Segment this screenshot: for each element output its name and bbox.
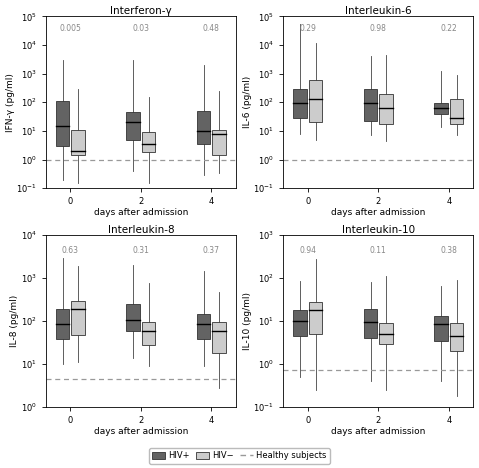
Bar [450, 323, 463, 351]
Bar [364, 309, 377, 338]
X-axis label: days after admission: days after admission [331, 208, 425, 217]
Bar [142, 322, 155, 345]
Text: 0.22: 0.22 [440, 24, 457, 33]
Title: Interleukin-6: Interleukin-6 [345, 6, 411, 15]
Y-axis label: IL-8 (pg/ml): IL-8 (pg/ml) [10, 295, 19, 347]
Text: 0.005: 0.005 [59, 24, 81, 33]
Y-axis label: IFN-γ (pg/ml): IFN-γ (pg/ml) [6, 73, 14, 132]
Bar [294, 310, 307, 336]
Legend: HIV+, HIV−, Healthy subjects: HIV+, HIV−, Healthy subjects [149, 448, 330, 464]
Text: 0.11: 0.11 [370, 247, 387, 256]
Y-axis label: IL-6 (pg/ml): IL-6 (pg/ml) [243, 76, 252, 128]
Bar [434, 316, 448, 341]
Bar [212, 322, 226, 353]
Text: 0.63: 0.63 [62, 247, 79, 256]
Text: 0.29: 0.29 [299, 24, 316, 33]
Bar [309, 80, 322, 122]
Bar [126, 305, 140, 331]
Bar [71, 130, 85, 154]
Bar [56, 309, 69, 339]
Bar [56, 101, 69, 146]
Bar [197, 111, 210, 144]
Bar [197, 314, 210, 339]
X-axis label: days after admission: days after admission [94, 208, 188, 217]
Text: 0.98: 0.98 [370, 24, 387, 33]
Text: 0.03: 0.03 [132, 24, 149, 33]
Bar [126, 112, 140, 139]
Text: 0.48: 0.48 [203, 24, 220, 33]
Text: 0.37: 0.37 [203, 247, 220, 256]
Bar [294, 89, 307, 118]
Text: 0.94: 0.94 [299, 247, 316, 256]
Title: Interleukin-8: Interleukin-8 [108, 225, 174, 234]
Bar [212, 130, 226, 154]
X-axis label: days after admission: days after admission [331, 426, 425, 436]
Text: 0.31: 0.31 [133, 247, 149, 256]
Title: Interleukin-10: Interleukin-10 [342, 225, 415, 234]
Bar [364, 89, 377, 121]
Bar [142, 132, 155, 152]
Bar [379, 94, 393, 124]
X-axis label: days after admission: days after admission [94, 426, 188, 436]
Bar [379, 323, 393, 344]
Bar [434, 103, 448, 114]
Title: Interferon-γ: Interferon-γ [110, 6, 172, 15]
Bar [309, 302, 322, 334]
Y-axis label: IL-10 (pg/ml): IL-10 (pg/ml) [243, 292, 252, 350]
Bar [450, 100, 463, 124]
Text: 0.38: 0.38 [440, 247, 457, 256]
Bar [71, 301, 85, 335]
